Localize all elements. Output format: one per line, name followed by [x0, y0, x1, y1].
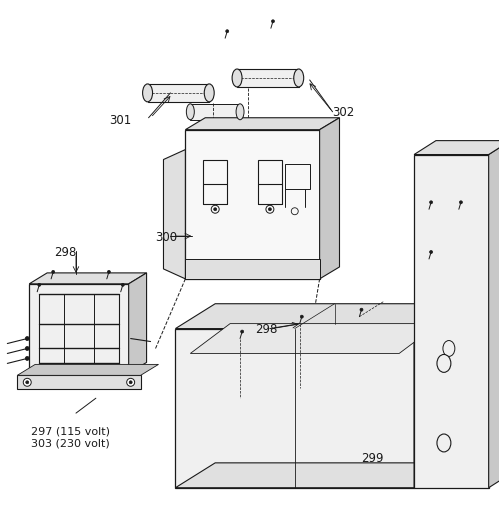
Text: 297 (115 volt): 297 (115 volt)	[31, 425, 110, 435]
Polygon shape	[176, 329, 414, 488]
Polygon shape	[190, 324, 439, 354]
Text: 300: 300	[156, 230, 178, 243]
Text: 302: 302	[332, 106, 355, 119]
Ellipse shape	[437, 355, 451, 373]
Polygon shape	[488, 142, 500, 488]
Polygon shape	[186, 119, 340, 130]
Ellipse shape	[26, 347, 29, 351]
Ellipse shape	[122, 284, 124, 287]
Ellipse shape	[186, 105, 194, 121]
Ellipse shape	[268, 208, 272, 211]
Polygon shape	[29, 285, 128, 374]
Polygon shape	[414, 304, 454, 488]
Text: 298: 298	[255, 323, 278, 335]
Polygon shape	[29, 273, 146, 285]
Ellipse shape	[108, 271, 110, 274]
Polygon shape	[237, 70, 298, 88]
Ellipse shape	[204, 85, 214, 103]
Ellipse shape	[300, 316, 304, 319]
Polygon shape	[186, 130, 320, 279]
Polygon shape	[190, 105, 240, 121]
Ellipse shape	[214, 208, 216, 211]
Polygon shape	[18, 376, 140, 389]
Polygon shape	[176, 463, 454, 488]
Ellipse shape	[272, 21, 274, 24]
Ellipse shape	[294, 70, 304, 88]
Ellipse shape	[129, 381, 132, 384]
Ellipse shape	[437, 434, 451, 452]
Polygon shape	[148, 85, 209, 103]
Ellipse shape	[232, 70, 242, 88]
Polygon shape	[414, 142, 500, 155]
Ellipse shape	[38, 284, 41, 287]
Ellipse shape	[430, 202, 432, 205]
Polygon shape	[320, 119, 340, 279]
Ellipse shape	[24, 379, 31, 386]
Polygon shape	[186, 260, 320, 279]
Ellipse shape	[360, 308, 363, 312]
Ellipse shape	[460, 202, 462, 205]
Ellipse shape	[26, 381, 29, 384]
Text: 303 (230 volt): 303 (230 volt)	[31, 438, 110, 448]
Text: 299: 299	[362, 451, 384, 465]
Ellipse shape	[226, 31, 228, 34]
Ellipse shape	[126, 379, 134, 386]
Polygon shape	[414, 155, 488, 488]
Polygon shape	[176, 304, 454, 329]
Ellipse shape	[236, 105, 244, 121]
Text: 301: 301	[109, 114, 131, 127]
Ellipse shape	[26, 337, 29, 341]
Ellipse shape	[52, 271, 54, 274]
Ellipse shape	[240, 330, 244, 333]
Polygon shape	[128, 273, 146, 374]
Ellipse shape	[142, 85, 152, 103]
Text: 298: 298	[54, 245, 76, 258]
Ellipse shape	[430, 251, 432, 254]
Ellipse shape	[443, 341, 455, 357]
Ellipse shape	[26, 357, 29, 361]
Polygon shape	[164, 150, 186, 279]
Polygon shape	[18, 364, 158, 376]
